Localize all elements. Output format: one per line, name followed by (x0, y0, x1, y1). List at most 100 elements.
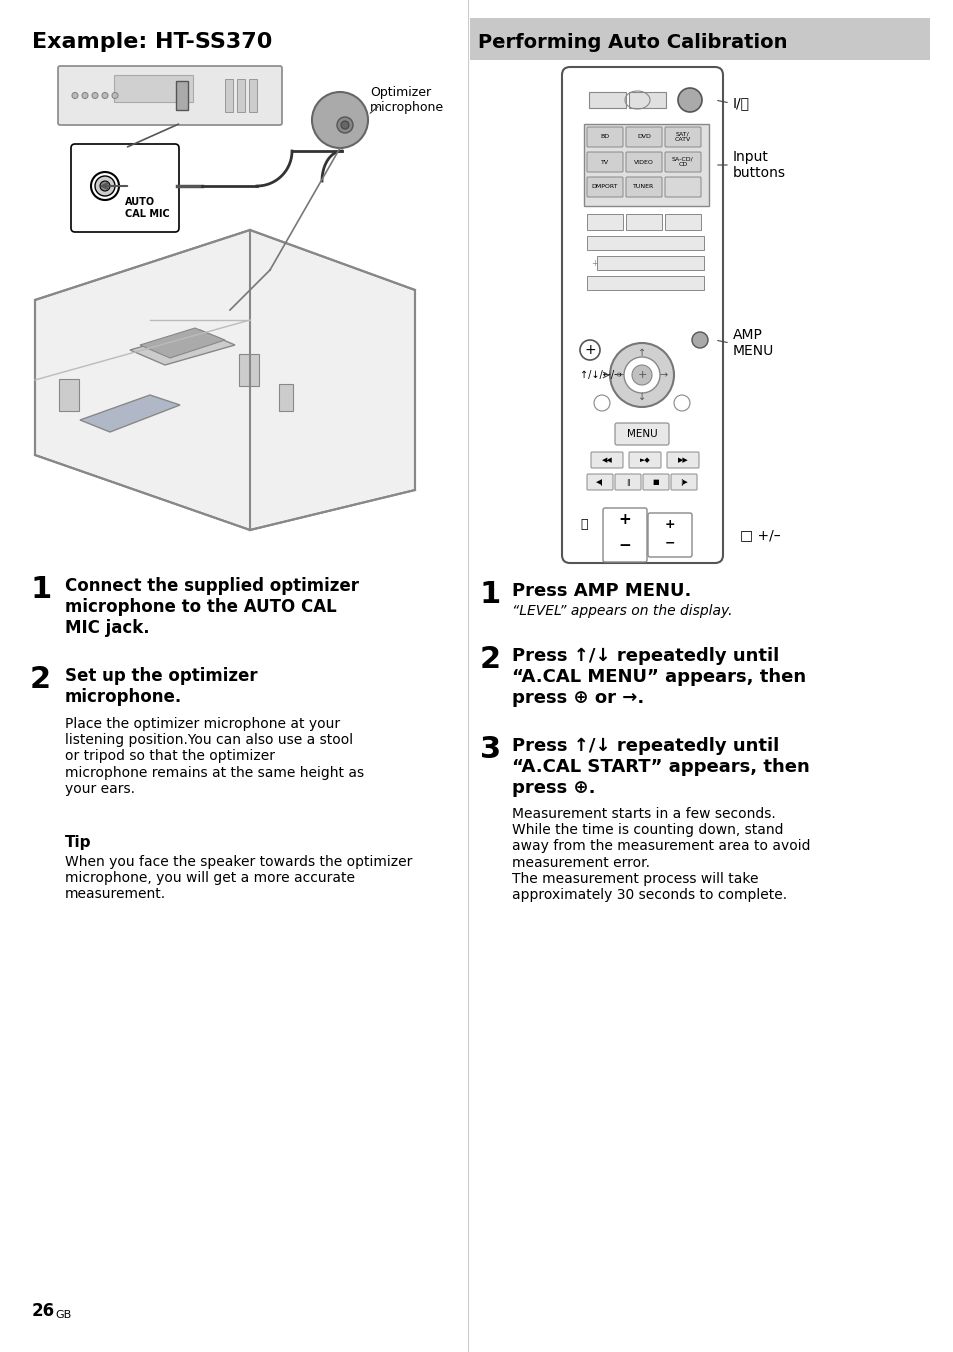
FancyBboxPatch shape (628, 92, 665, 108)
Circle shape (579, 339, 599, 360)
Circle shape (91, 172, 119, 200)
Circle shape (594, 395, 609, 411)
Circle shape (340, 120, 349, 128)
Text: 🔇: 🔇 (579, 519, 587, 531)
Circle shape (609, 343, 673, 407)
Text: AUTO
CAL MIC: AUTO CAL MIC (125, 197, 170, 219)
Text: −: − (664, 537, 675, 549)
Text: +: + (637, 370, 646, 380)
FancyBboxPatch shape (113, 76, 193, 101)
Text: AMP
MENU: AMP MENU (732, 329, 774, 358)
FancyBboxPatch shape (239, 354, 258, 387)
Circle shape (673, 395, 689, 411)
FancyBboxPatch shape (586, 237, 703, 250)
Text: Input
buttons: Input buttons (732, 150, 785, 180)
FancyBboxPatch shape (597, 256, 703, 270)
Text: VIDEO: VIDEO (634, 160, 653, 165)
FancyBboxPatch shape (666, 452, 699, 468)
Text: ‖: ‖ (625, 479, 629, 485)
Text: ↑/↓/←/→: ↑/↓/←/→ (579, 370, 621, 380)
Text: GB: GB (55, 1310, 71, 1320)
FancyBboxPatch shape (583, 124, 708, 206)
Circle shape (100, 181, 110, 191)
FancyBboxPatch shape (670, 475, 697, 489)
Text: +: + (583, 343, 596, 357)
FancyBboxPatch shape (278, 384, 293, 411)
Text: +: + (591, 258, 598, 268)
Polygon shape (140, 329, 225, 358)
Text: ↓: ↓ (638, 392, 645, 402)
Text: BD: BD (599, 134, 609, 139)
FancyBboxPatch shape (590, 452, 622, 468)
FancyBboxPatch shape (664, 177, 700, 197)
Circle shape (336, 118, 353, 132)
Text: +: + (618, 512, 631, 527)
Text: Performing Auto Calibration: Performing Auto Calibration (477, 34, 786, 53)
Text: Optimizer
microphone: Optimizer microphone (370, 87, 444, 114)
Text: 3: 3 (479, 735, 500, 764)
Text: Place the optimizer microphone at your
listening position.You can also use a sto: Place the optimizer microphone at your l… (65, 717, 364, 796)
Circle shape (623, 357, 659, 393)
FancyBboxPatch shape (236, 78, 245, 112)
Polygon shape (130, 330, 234, 365)
Text: When you face the speaker towards the optimizer
microphone, you will get a more : When you face the speaker towards the op… (65, 854, 412, 902)
Text: ▶▶: ▶▶ (677, 457, 688, 462)
Text: DMPORT: DMPORT (591, 184, 618, 189)
Text: 2: 2 (479, 645, 500, 675)
FancyBboxPatch shape (586, 177, 622, 197)
Text: Tip: Tip (65, 836, 91, 850)
Text: ◀|: ◀| (596, 479, 603, 485)
Text: →: → (659, 370, 667, 380)
FancyBboxPatch shape (58, 66, 282, 124)
Text: “LEVEL” appears on the display.: “LEVEL” appears on the display. (512, 604, 732, 618)
FancyBboxPatch shape (615, 475, 640, 489)
FancyBboxPatch shape (175, 81, 188, 111)
Text: ►◆: ►◆ (639, 457, 650, 462)
Text: Press ↑/↓ repeatedly until
“A.CAL START” appears, then
press ⊕.: Press ↑/↓ repeatedly until “A.CAL START”… (512, 737, 809, 796)
Polygon shape (35, 230, 415, 530)
Circle shape (102, 92, 108, 99)
FancyBboxPatch shape (664, 151, 700, 172)
FancyBboxPatch shape (71, 145, 179, 233)
Polygon shape (80, 395, 180, 433)
Text: TV: TV (600, 160, 608, 165)
Text: ↑: ↑ (638, 347, 645, 358)
Text: TUNER: TUNER (633, 184, 654, 189)
FancyBboxPatch shape (586, 214, 622, 230)
FancyBboxPatch shape (664, 214, 700, 230)
FancyBboxPatch shape (588, 92, 625, 108)
FancyBboxPatch shape (628, 452, 660, 468)
Text: +: + (664, 519, 675, 531)
FancyBboxPatch shape (642, 475, 668, 489)
FancyBboxPatch shape (470, 18, 929, 59)
Circle shape (91, 92, 98, 99)
Circle shape (82, 92, 88, 99)
Circle shape (631, 365, 651, 385)
FancyBboxPatch shape (586, 276, 703, 289)
Circle shape (312, 92, 368, 147)
Text: ◀◀: ◀◀ (601, 457, 612, 462)
Text: MENU: MENU (626, 429, 657, 439)
FancyBboxPatch shape (615, 423, 668, 445)
Circle shape (71, 92, 78, 99)
Text: 26: 26 (32, 1302, 55, 1320)
Text: Set up the optimizer
microphone.: Set up the optimizer microphone. (65, 667, 257, 706)
Text: 1: 1 (479, 580, 500, 608)
Text: |▶: |▶ (679, 479, 687, 485)
FancyBboxPatch shape (249, 78, 256, 112)
Text: Connect the supplied optimizer
microphone to the AUTO CAL
MIC jack.: Connect the supplied optimizer microphon… (65, 577, 358, 637)
Text: 2: 2 (30, 665, 51, 694)
Text: Example: HT-SS370: Example: HT-SS370 (32, 32, 273, 51)
FancyBboxPatch shape (561, 68, 722, 562)
Circle shape (691, 333, 707, 347)
Text: Press ↑/↓ repeatedly until
“A.CAL MENU” appears, then
press ⊕ or →.: Press ↑/↓ repeatedly until “A.CAL MENU” … (512, 648, 805, 707)
Circle shape (112, 92, 118, 99)
FancyBboxPatch shape (664, 127, 700, 147)
Circle shape (95, 176, 115, 196)
FancyBboxPatch shape (647, 512, 691, 557)
FancyBboxPatch shape (586, 127, 622, 147)
FancyBboxPatch shape (59, 379, 79, 411)
Text: 1: 1 (30, 575, 51, 604)
Text: ■: ■ (652, 479, 659, 485)
FancyBboxPatch shape (625, 127, 661, 147)
